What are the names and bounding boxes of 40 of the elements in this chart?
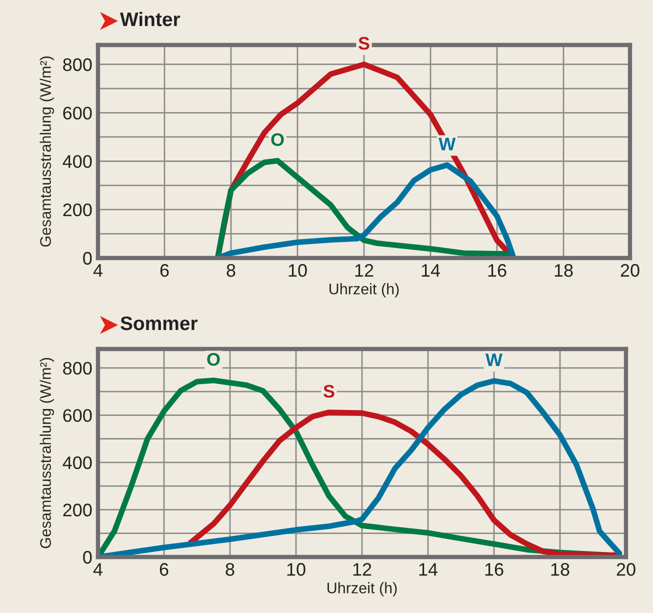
series-label: S	[323, 384, 334, 398]
y-axis-title: Gesamtausstrahlung (W/m²)	[40, 56, 54, 247]
x-tick-label: 20	[620, 264, 640, 277]
y-tick-label: 400	[62, 155, 92, 168]
x-tick-label: 8	[226, 563, 234, 576]
x-tick-label: 14	[419, 563, 438, 576]
x-tick-label: 10	[288, 264, 307, 277]
series-label: S	[358, 36, 370, 50]
series-label: W	[438, 138, 456, 150]
series-label: O	[207, 352, 220, 366]
x-tick-label: 4	[93, 264, 102, 277]
y-axis-title: Gesamtausstrahlung (W/m²)	[40, 358, 54, 548]
y-tick-label: 400	[62, 456, 92, 470]
series-label: W	[485, 354, 502, 366]
x-tick-label: 6	[160, 264, 169, 277]
x-tick-label: 4	[93, 563, 102, 576]
chart-title: Winter	[120, 12, 180, 26]
x-axis-title: Uhrzeit (h)	[330, 283, 399, 298]
x-tick-label: 12	[353, 563, 372, 576]
x-tick-label: 10	[287, 563, 306, 576]
x-axis-title: Uhrzeit (h)	[328, 582, 397, 596]
y-tick-label: 200	[63, 504, 92, 516]
x-tick-label: 18	[554, 264, 573, 277]
x-tick-label: 8	[226, 264, 236, 277]
series-label: O	[271, 133, 284, 146]
y-tick-label: 0	[83, 252, 92, 265]
y-tick-label: 600	[63, 409, 92, 422]
x-tick-label: 20	[616, 563, 636, 576]
chart-title: Sommer	[120, 316, 198, 330]
x-tick-label: 16	[488, 264, 506, 277]
x-tick-label: 6	[160, 563, 168, 576]
x-tick-label: 16	[485, 563, 504, 576]
y-tick-label: 0	[83, 550, 92, 564]
x-tick-label: 12	[355, 264, 374, 277]
y-tick-label: 800	[63, 58, 92, 72]
y-tick-label: 800	[63, 362, 92, 375]
y-tick-label: 600	[63, 106, 92, 120]
y-tick-label: 200	[63, 204, 92, 216]
x-tick-label: 14	[422, 264, 440, 277]
x-tick-label: 18	[551, 563, 570, 576]
